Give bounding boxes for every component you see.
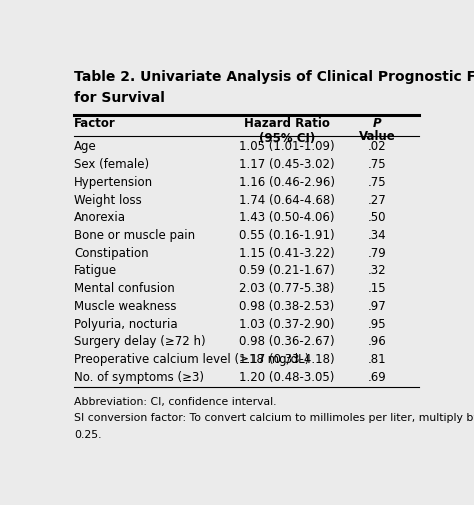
Text: .02: .02	[368, 140, 386, 154]
Text: .34: .34	[368, 229, 386, 242]
Text: Factor: Factor	[74, 117, 116, 130]
Text: .75: .75	[368, 158, 386, 171]
Text: 0.59 (0.21-1.67): 0.59 (0.21-1.67)	[239, 265, 335, 277]
Text: Abbreviation: CI, confidence interval.: Abbreviation: CI, confidence interval.	[74, 397, 276, 407]
Text: for Survival: for Survival	[74, 90, 165, 105]
Text: Bone or muscle pain: Bone or muscle pain	[74, 229, 195, 242]
Text: 1.16 (0.46-2.96): 1.16 (0.46-2.96)	[239, 176, 335, 189]
Text: Muscle weakness: Muscle weakness	[74, 300, 176, 313]
Text: 1.74 (0.64-4.68): 1.74 (0.64-4.68)	[239, 193, 335, 207]
Text: 0.25.: 0.25.	[74, 430, 101, 439]
Text: Preoperative calcium level (≥18 mg/dL): Preoperative calcium level (≥18 mg/dL)	[74, 353, 309, 366]
Text: Anorexia: Anorexia	[74, 211, 126, 224]
Text: 1.17 (0.33-4.18): 1.17 (0.33-4.18)	[239, 353, 335, 366]
Text: Fatigue: Fatigue	[74, 265, 117, 277]
Text: .96: .96	[368, 335, 386, 348]
Text: SI conversion factor: To convert calcium to millimoles per liter, multiply by: SI conversion factor: To convert calcium…	[74, 413, 474, 423]
Text: 1.03 (0.37-2.90): 1.03 (0.37-2.90)	[239, 318, 335, 331]
Text: .50: .50	[368, 211, 386, 224]
Text: Polyuria, nocturia: Polyuria, nocturia	[74, 318, 178, 331]
Text: 1.05 (1.01-1.09): 1.05 (1.01-1.09)	[239, 140, 335, 154]
Text: Hazard Ratio
(95% CI): Hazard Ratio (95% CI)	[244, 117, 330, 145]
Text: .97: .97	[368, 300, 386, 313]
Text: Mental confusion: Mental confusion	[74, 282, 175, 295]
Text: 0.55 (0.16-1.91): 0.55 (0.16-1.91)	[239, 229, 335, 242]
Text: Weight loss: Weight loss	[74, 193, 142, 207]
Text: 1.15 (0.41-3.22): 1.15 (0.41-3.22)	[239, 247, 335, 260]
Text: 0.98 (0.36-2.67): 0.98 (0.36-2.67)	[239, 335, 335, 348]
Text: Surgery delay (≥72 h): Surgery delay (≥72 h)	[74, 335, 206, 348]
Text: .95: .95	[368, 318, 386, 331]
Text: 1.43 (0.50-4.06): 1.43 (0.50-4.06)	[239, 211, 335, 224]
Text: .75: .75	[368, 176, 386, 189]
Text: 0.98 (0.38-2.53): 0.98 (0.38-2.53)	[239, 300, 335, 313]
Text: No. of symptoms (≥3): No. of symptoms (≥3)	[74, 371, 204, 384]
Text: .32: .32	[368, 265, 386, 277]
Text: .79: .79	[368, 247, 386, 260]
Text: .27: .27	[368, 193, 386, 207]
Text: Value: Value	[359, 130, 395, 143]
Text: Table 2. Univariate Analysis of Clinical Prognostic Factors: Table 2. Univariate Analysis of Clinical…	[74, 70, 474, 84]
Text: Age: Age	[74, 140, 97, 154]
Text: 2.03 (0.77-5.38): 2.03 (0.77-5.38)	[239, 282, 335, 295]
Text: 1.20 (0.48-3.05): 1.20 (0.48-3.05)	[239, 371, 335, 384]
Text: Constipation: Constipation	[74, 247, 148, 260]
Text: .81: .81	[368, 353, 386, 366]
Text: 1.17 (0.45-3.02): 1.17 (0.45-3.02)	[239, 158, 335, 171]
Text: .69: .69	[368, 371, 386, 384]
Text: Hypertension: Hypertension	[74, 176, 153, 189]
Text: P: P	[373, 117, 381, 130]
Text: Sex (female): Sex (female)	[74, 158, 149, 171]
Text: .15: .15	[368, 282, 386, 295]
